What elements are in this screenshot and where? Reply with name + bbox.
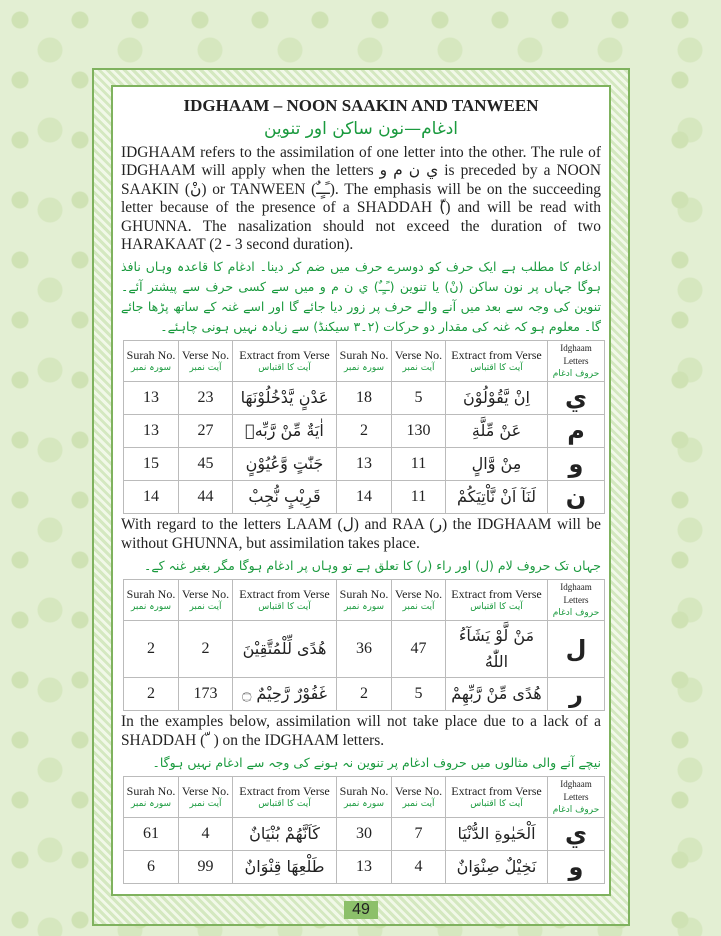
surah-number: 2 [123, 677, 179, 712]
column-header: Idghaam Letters حروف ادغام [547, 340, 605, 383]
verse-number: 11 [391, 480, 446, 515]
no-assimilation-urdu: نیچے آنے والی مثالوں میں حروف ادغام پر ت… [152, 755, 601, 771]
intro-urdu: ادغام کا مطلب ہے ایک حرف کو دوسرے حرف می… [121, 259, 601, 335]
verse-number: 4 [391, 850, 446, 885]
idghaam-letter: ي [547, 381, 605, 416]
verse-extract: طَلْعِهَا قِنْوَانٌ [232, 850, 337, 885]
column-header: Verse No. آیت نمبر [178, 579, 233, 622]
idghaam-letter: و [547, 447, 605, 482]
verse-number: 2 [178, 620, 233, 679]
surah-number: 61 [123, 817, 179, 852]
surah-number: 13 [336, 850, 392, 885]
verse-extract: عَدْنٍ يَّدْخُلُوْنَهَا [232, 381, 337, 416]
verse-number: 7 [391, 817, 446, 852]
verse-number: 23 [178, 381, 233, 416]
verse-extract: كَاَنَّهُمْ بُنْيَانٌ [232, 817, 337, 852]
verse-number: 11 [391, 447, 446, 482]
surah-number: 6 [123, 850, 179, 885]
surah-number: 36 [336, 620, 392, 679]
page-title: IDGHAAM – NOON SAAKIN AND TANWEEN [183, 96, 539, 115]
column-header: Verse No. آیت نمبر [391, 776, 446, 819]
table-row: 13 27 اٰيَةٌ مِّنْ رَّبِّهٖ 2 130 عَنْ م… [123, 414, 605, 449]
verse-extract: اِنْ يَّقُوْلُوْنَ [445, 381, 548, 416]
verse-extract: قَرِيْبٍ نُّجِبْ [232, 480, 337, 515]
column-header: Surah No. سورہ نمبر [336, 776, 392, 819]
column-header: Verse No. آیت نمبر [178, 776, 233, 819]
verse-extract: عَنْ مِّلَّةِ [445, 414, 548, 449]
column-header: Surah No. سورہ نمبر [336, 340, 392, 383]
column-header: Extract from Verse آیت کا اقتباس [445, 579, 548, 622]
surah-number: 30 [336, 817, 392, 852]
surah-number: 14 [123, 480, 179, 515]
idghaam-table-2: Surah No. سورہ نمبر Verse No. آیت نمبر Extra… [123, 579, 605, 712]
table-row: 6 99 طَلْعِهَا قِنْوَانٌ 13 4 نَخِيْلٌ ص… [123, 850, 605, 885]
verse-number: 130 [391, 414, 446, 449]
urdu-title: ادغام—نون ساکن اور تنوین [263, 119, 458, 139]
surah-number: 2 [123, 620, 179, 679]
verse-number: 44 [178, 480, 233, 515]
idghaam-letter: م [547, 414, 605, 449]
column-header: Extract from Verse آیت کا اقتباس [445, 340, 548, 383]
surah-number: 13 [123, 414, 179, 449]
verse-extract: هُدًى مِّنْ رَّبِّهِمْ [445, 677, 548, 712]
page-content: IDGHAAM – NOON SAAKIN AND TANWEEN ادغام—… [111, 85, 611, 897]
table-row: 14 44 قَرِيْبٍ نُّجِبْ 14 11 لَنَآ اَنْ … [123, 480, 605, 515]
table-row: 2 173 غَفُوْرٌ رَّحِيْمٌ ۝ 2 5 هُدًى مِّ… [123, 677, 605, 712]
surah-number: 2 [336, 677, 392, 712]
column-header: Idghaam Letters حروف ادغام [547, 579, 605, 622]
column-header: Idghaam Letters حروف ادغام [547, 776, 605, 819]
verse-extract: لَنَآ اَنْ نَّاْتِيَكُمْ [445, 480, 548, 515]
column-header: Surah No. سورہ نمبر [123, 776, 179, 819]
surah-number: 13 [123, 381, 179, 416]
verse-extract: نَخِيْلٌ صِنْوَانٌ [445, 850, 548, 885]
column-header: Verse No. آیت نمبر [178, 340, 233, 383]
lam-raa-english: With regard to the letters LAAM (ل) and … [121, 516, 601, 552]
verse-number: 99 [178, 850, 233, 885]
surah-number: 2 [336, 414, 392, 449]
page-frame: IDGHAAM – NOON SAAKIN AND TANWEEN ادغام—… [92, 68, 630, 927]
surah-number: 18 [336, 381, 392, 416]
idghaam-letter: ل [547, 620, 605, 679]
table-row: 13 23 عَدْنٍ يَّدْخُلُوْنَهَا 18 5 اِنْ … [123, 381, 605, 416]
no-assimilation-english: In the examples below, assimilation will… [121, 713, 601, 749]
surah-number: 13 [336, 447, 392, 482]
table-row: 61 4 كَاَنَّهُمْ بُنْيَانٌ 30 7 اَلْحَيٰ… [123, 817, 605, 852]
idghaam-letter: ي [547, 817, 605, 852]
column-header: Extract from Verse آیت کا اقتباس [232, 579, 337, 622]
idghaam-table-1: Surah No. سورہ نمبر Verse No. آیت نمبر Extra… [123, 340, 605, 515]
verse-number: 27 [178, 414, 233, 449]
table-row: 15 45 جَنّٰتٍ وَّعُيُوْنٍ 13 11 مِنْ وَّ… [123, 447, 605, 482]
verse-number: 4 [178, 817, 233, 852]
column-header: Extract from Verse آیت کا اقتباس [232, 340, 337, 383]
verse-number: 5 [391, 677, 446, 712]
table-row: 2 2 هُدًى لِّلْمُتَّقِيْنَ 36 47 مَنْ لَ… [123, 620, 605, 679]
idghaam-letter: ن [547, 480, 605, 515]
idghaam-table-3: Surah No. سورہ نمبر Verse No. آیت نمبر Extra… [123, 776, 605, 885]
idghaam-letter: و [547, 850, 605, 885]
idghaam-letter: ر [547, 677, 605, 712]
verse-extract: جَنّٰتٍ وَّعُيُوْنٍ [232, 447, 337, 482]
verse-extract: اَلْحَيٰوةِ الدُّنْيَا [445, 817, 548, 852]
column-header: Extract from Verse آیت کا اقتباس [232, 776, 337, 819]
verse-number: 47 [391, 620, 446, 679]
verse-number: 45 [178, 447, 233, 482]
verse-extract: غَفُوْرٌ رَّحِيْمٌ ۝ [232, 677, 337, 712]
column-header: Surah No. سورہ نمبر [123, 579, 179, 622]
page-number: 49 [344, 901, 378, 920]
column-header: Verse No. آیت نمبر [391, 579, 446, 622]
lam-raa-urdu: جہاں تک حروف لام (ل) اور راء (ر) کا تعلق… [144, 558, 601, 574]
column-header: Surah No. سورہ نمبر [336, 579, 392, 622]
column-header: Verse No. آیت نمبر [391, 340, 446, 383]
verse-number: 173 [178, 677, 233, 712]
verse-extract: مِنْ وَّالٍ [445, 447, 548, 482]
intro-english: IDGHAAM refers to the assimilation of on… [121, 144, 601, 254]
verse-extract: مَنْ لَّوْ يَشَآءُ اللّٰهُ [445, 620, 548, 679]
column-header: Extract from Verse آیت کا اقتباس [445, 776, 548, 819]
verse-extract: هُدًى لِّلْمُتَّقِيْنَ [232, 620, 337, 679]
verse-extract: اٰيَةٌ مِّنْ رَّبِّهٖ [232, 414, 337, 449]
column-header: Surah No. سورہ نمبر [123, 340, 179, 383]
surah-number: 15 [123, 447, 179, 482]
verse-number: 5 [391, 381, 446, 416]
surah-number: 14 [336, 480, 392, 515]
